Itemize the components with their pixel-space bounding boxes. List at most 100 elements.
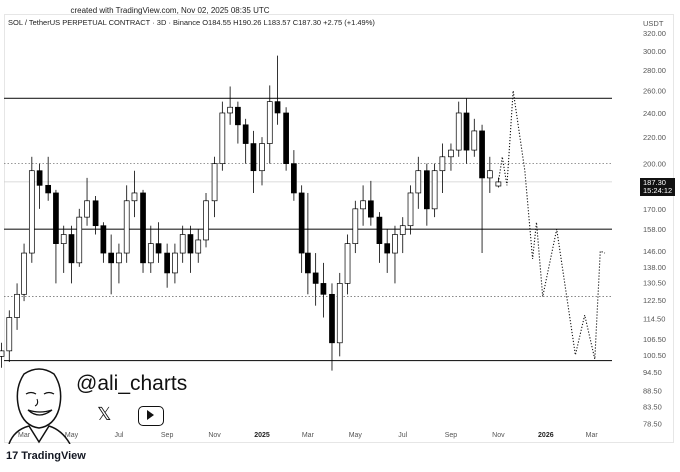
- x-tick-label: 2025: [254, 432, 270, 439]
- author-handle: @ali_charts: [76, 372, 188, 395]
- current-price-tag: 187.30 15:24:12: [640, 178, 676, 196]
- y-tick-label: 320.00: [643, 29, 666, 38]
- candle-up: [259, 143, 265, 172]
- avatar-icon: [8, 368, 71, 444]
- candle-up: [471, 130, 478, 151]
- candle-down: [274, 101, 281, 114]
- candle-down: [424, 170, 430, 210]
- candle-down: [108, 252, 114, 264]
- candle-down: [235, 106, 241, 126]
- y-tick-label: 170.00: [643, 205, 666, 214]
- candle-down: [368, 200, 374, 218]
- candle-down: [36, 170, 43, 186]
- candle-up: [486, 170, 493, 179]
- x-tick-label: Sep: [161, 432, 174, 439]
- candle-up: [227, 106, 233, 114]
- x-tick-label: Sep: [445, 432, 458, 439]
- x-tick-label: Mar: [18, 432, 31, 439]
- x-tick-label: Jul: [114, 432, 123, 439]
- y-tick-label: 83.50: [643, 402, 662, 411]
- candle-up: [131, 192, 138, 202]
- candle-down: [329, 293, 335, 344]
- candle-down: [479, 130, 485, 179]
- candle-up: [203, 200, 209, 241]
- y-tick-label: 200.00: [643, 160, 666, 169]
- candle-down: [376, 216, 383, 244]
- candle-down: [164, 252, 170, 274]
- candle-up: [266, 101, 273, 144]
- candle-up: [76, 216, 83, 264]
- x-logo-icon[interactable]: 𝕏: [97, 404, 112, 424]
- candle-down: [463, 112, 470, 151]
- candle-down: [312, 272, 319, 284]
- x-tick-label: Mar: [586, 432, 599, 439]
- tradingview-text: TradingView: [21, 450, 86, 462]
- candle-up: [344, 243, 351, 284]
- candle-down: [320, 283, 327, 295]
- candle-down: [53, 192, 59, 244]
- current-price-value: 187.30: [643, 178, 666, 187]
- x-tick-label: 2026: [538, 432, 554, 439]
- candle-up: [392, 234, 398, 254]
- x-tick-label: Nov: [208, 432, 221, 439]
- y-tick-label: 88.50: [643, 386, 662, 395]
- candle-countdown: 15:24:12: [643, 186, 673, 195]
- candle-up: [172, 252, 178, 274]
- y-axis-unit: USDT: [643, 19, 664, 28]
- candle-up: [147, 243, 154, 264]
- candle-up: [195, 239, 202, 254]
- candle-down: [305, 252, 311, 274]
- youtube-play-icon[interactable]: [138, 406, 164, 426]
- candle-up: [455, 112, 462, 151]
- candle-down: [187, 234, 194, 254]
- candle-up: [60, 234, 67, 244]
- candle-up: [179, 234, 186, 254]
- candle-up: [123, 200, 130, 254]
- x-tick-label: Nov: [492, 432, 505, 439]
- candle-down: [100, 225, 107, 254]
- y-tick-label: 114.50: [643, 315, 665, 324]
- candle-down: [384, 243, 391, 254]
- candle-up: [336, 283, 343, 344]
- created-caption: created with TradingView.com, Nov 02, 20…: [70, 6, 270, 15]
- candle-up: [116, 252, 122, 264]
- candle-up: [415, 170, 422, 194]
- y-tick-label: 78.50: [643, 420, 662, 429]
- candle-up: [6, 317, 13, 352]
- symbol-legend: SOL / TetherUS PERPETUAL CONTRACT · 3D ·…: [8, 18, 375, 27]
- chart-frame: [4, 14, 674, 443]
- candle-up: [399, 225, 406, 235]
- y-tick-label: 138.00: [643, 263, 666, 272]
- x-tick-label: May: [349, 432, 363, 439]
- candle-down: [92, 200, 99, 227]
- candle-down: [45, 184, 52, 194]
- y-tick-label: 280.00: [643, 66, 666, 75]
- y-tick-label: 158.00: [643, 225, 666, 234]
- candle-down: [155, 243, 162, 254]
- y-tick-label: 146.00: [643, 247, 666, 256]
- x-tick-label: Mar: [302, 432, 315, 439]
- y-tick-label: 130.50: [643, 278, 666, 287]
- candle-up: [219, 112, 226, 165]
- candle-up: [28, 170, 35, 254]
- candle-up: [14, 293, 20, 318]
- y-tick-label: 94.50: [643, 368, 662, 377]
- candle-up: [0, 350, 5, 357]
- candle-down: [291, 163, 297, 194]
- candle-up: [495, 181, 502, 187]
- candle-down: [283, 112, 289, 165]
- candle-down: [298, 192, 305, 254]
- candle-down: [68, 234, 75, 264]
- y-tick-label: 100.50: [643, 351, 666, 360]
- y-tick-label: 220.00: [643, 133, 666, 142]
- candle-down: [250, 143, 257, 172]
- candle-up: [21, 252, 27, 295]
- tradingview-logo[interactable]: 17 TradingView: [6, 450, 86, 462]
- candle-up: [84, 200, 90, 218]
- candle-up: [352, 208, 359, 244]
- y-tick-label: 106.50: [643, 335, 666, 344]
- y-tick-label: 260.00: [643, 87, 666, 96]
- candle-up: [211, 163, 218, 202]
